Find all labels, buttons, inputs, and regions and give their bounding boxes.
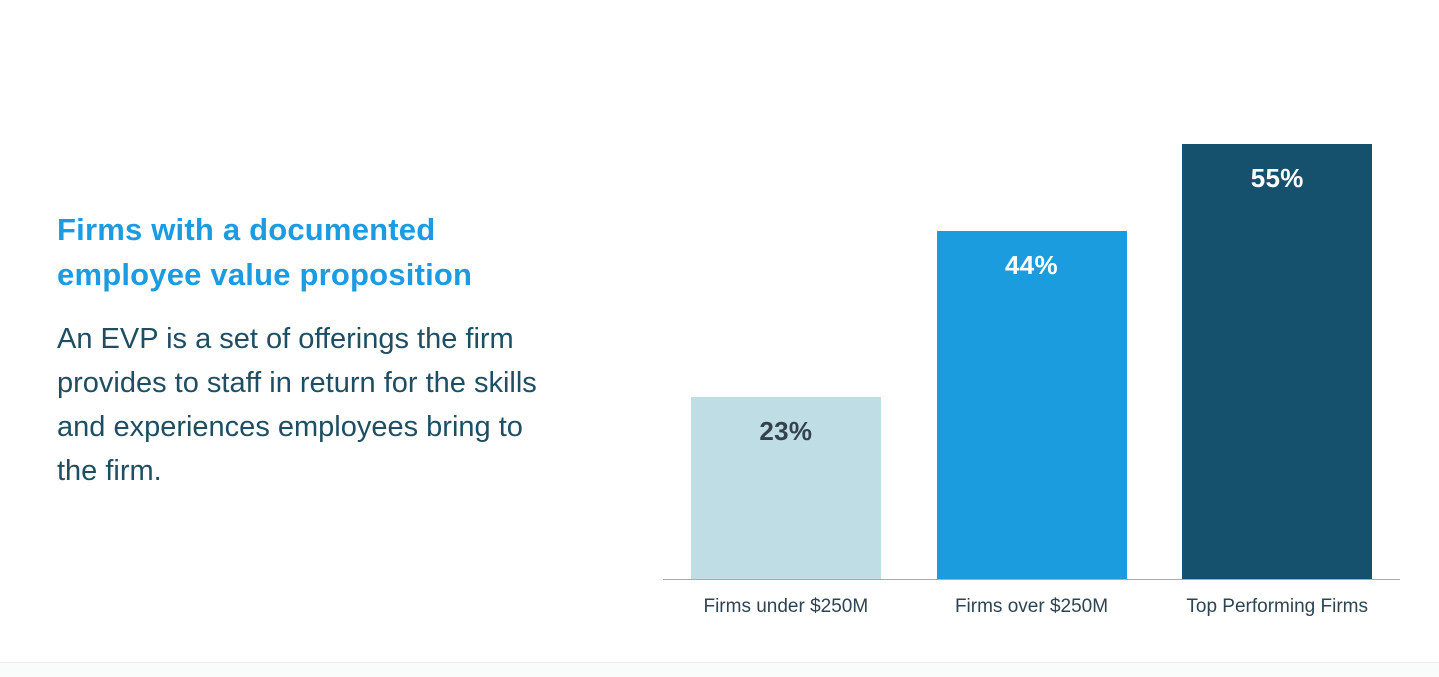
x-axis-labels: Firms under $250M Firms over $250M Top P… bbox=[663, 596, 1400, 618]
plot-area: 23% 44% 55% bbox=[663, 140, 1400, 580]
chart-title: Firms with a documented employee value p… bbox=[57, 212, 473, 292]
bar-firms-under-250m: 23% bbox=[690, 397, 881, 579]
bar-firms-over-250m: 44% bbox=[936, 231, 1127, 579]
bar-top-performing-firms: 55% bbox=[1182, 144, 1373, 579]
left-text-panel: Firms with a documented employee value p… bbox=[57, 208, 539, 494]
bar-chart: 23% 44% 55% Firms under $250M Firms over… bbox=[663, 140, 1400, 618]
bar-value-label: 23% bbox=[759, 416, 813, 446]
x-tick-label-top-performing-firms: Top Performing Firms bbox=[1186, 596, 1368, 617]
bar-value-label: 55% bbox=[1250, 163, 1304, 193]
chart-description: An EVP is a set of offerings the firm pr… bbox=[57, 323, 537, 488]
page-bottom-strip bbox=[0, 662, 1439, 677]
x-tick-label-firms-over-250m: Firms over $250M bbox=[954, 596, 1109, 617]
bar-cell-firms-over-250m: 44% bbox=[909, 231, 1155, 579]
x-tick-label-firms-under-250m: Firms under $250M bbox=[703, 596, 869, 617]
bar-cell-firms-under-250m: 23% bbox=[663, 397, 909, 579]
bar-value-label: 44% bbox=[1005, 250, 1058, 280]
bar-cell-top-performing-firms: 55% bbox=[1154, 144, 1400, 579]
